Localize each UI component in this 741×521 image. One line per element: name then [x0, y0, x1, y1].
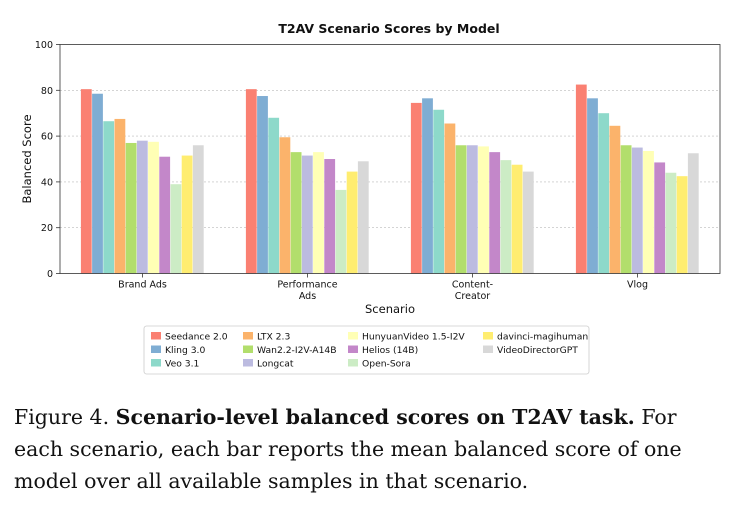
bar-veo-3-1-0	[103, 121, 115, 274]
legend-label: Kling 3.0	[165, 345, 205, 356]
x-tick-label: Ads	[299, 291, 316, 302]
legend-label: Helios (14B)	[362, 345, 418, 356]
legend: Seedance 2.0 Kling 3.0 Veo 3.1 LTX 2.3 Wan2.…	[143, 325, 590, 375]
bar-wan2-2-i2v-a14b-1	[290, 152, 302, 274]
bar-hunyuanvideo-1-5-i2v-1	[313, 152, 324, 274]
bar-open-sora-0	[170, 184, 182, 274]
legend-label: VideoDirectorGPT	[497, 345, 578, 356]
legend-swatch	[151, 332, 161, 340]
bar-helios-14b--0	[159, 156, 171, 274]
bar-helios-14b--2	[489, 152, 501, 274]
legend-label: Wan2.2-I2V-A14B	[257, 345, 337, 356]
bar-chart: T2AV Scenario Scores by Model 0 20 40 60 80 1…	[20, 21, 721, 375]
caption-text: For each scenario, each bar reports the …	[14, 405, 682, 493]
bars	[80, 84, 699, 274]
figure-caption: Figure 4. Scenario-level balanced scores…	[14, 402, 730, 497]
bar-helios-14b--3	[654, 162, 666, 274]
bar-kling-3-0-1	[257, 96, 268, 274]
y-tick-label: 100	[35, 40, 53, 51]
bar-veo-3-1-2	[433, 109, 445, 274]
bar-hunyuanvideo-1-5-i2v-3	[643, 150, 654, 274]
bar-ltx-2-3-0	[114, 118, 126, 274]
legend-label: davinci-magihuman	[497, 332, 588, 343]
bar-hunyuanvideo-1-5-i2v-2	[478, 146, 489, 274]
bar-kling-3-0-0	[92, 93, 103, 274]
legend-label: Seedance 2.0	[165, 332, 228, 343]
bar-davinci-magihuman-3	[676, 176, 688, 274]
bar-wan2-2-i2v-a14b-2	[455, 145, 467, 274]
bar-davinci-magihuman-1	[346, 171, 358, 274]
bar-videodirectorgpt-2	[522, 171, 534, 274]
legend-swatch	[243, 332, 253, 340]
bar-veo-3-1-1	[268, 117, 280, 274]
bar-seedance-2-0-1	[245, 89, 257, 274]
bar-seedance-2-0-0	[80, 89, 92, 274]
legend-label: Veo 3.1	[165, 359, 199, 370]
legend-swatch	[483, 345, 493, 353]
bar-davinci-magihuman-0	[181, 155, 193, 274]
y-tick-label: 40	[41, 177, 53, 188]
x-tick-label: Vlog	[627, 280, 648, 291]
bar-videodirectorgpt-0	[192, 145, 204, 274]
bar-longcat-1	[301, 155, 313, 274]
bar-seedance-2-0-2	[410, 102, 422, 274]
bar-kling-3-0-2	[422, 98, 433, 274]
legend-swatch	[348, 345, 358, 353]
bar-wan2-2-i2v-a14b-3	[620, 145, 632, 274]
legend-label: Longcat	[257, 359, 294, 370]
bar-wan2-2-i2v-a14b-0	[125, 142, 137, 274]
bar-davinci-magihuman-2	[511, 164, 523, 274]
legend-box	[143, 325, 590, 375]
y-tick-label: 80	[41, 86, 53, 97]
bar-longcat-2	[466, 145, 478, 274]
legend-label: HunyuanVideo 1.5-I2V	[362, 332, 465, 343]
legend-swatch	[243, 345, 253, 353]
x-tick-label: Creator	[455, 291, 491, 302]
legend-swatch	[348, 359, 358, 367]
caption-label: Figure 4.	[14, 405, 110, 429]
bar-longcat-3	[631, 147, 643, 274]
plot-frame	[59, 44, 721, 274]
legend-swatch	[151, 345, 161, 353]
y-tick-label: 20	[41, 223, 53, 234]
bar-ltx-2-3-3	[609, 125, 621, 274]
bar-ltx-2-3-1	[279, 137, 291, 274]
y-tick-label: 60	[41, 132, 53, 143]
y-axis: 0 20 40 60 80 100	[35, 40, 60, 280]
bar-open-sora-2	[500, 160, 512, 274]
bar-ltx-2-3-2	[444, 123, 456, 274]
x-tick-label: Brand Ads	[118, 280, 167, 291]
bar-seedance-2-0-3	[575, 84, 587, 274]
x-tick-label: Content-	[452, 280, 493, 291]
legend-swatch	[243, 359, 253, 367]
bar-open-sora-1	[335, 189, 347, 274]
legend-label: Open-Sora	[362, 359, 411, 370]
bar-videodirectorgpt-1	[357, 161, 369, 274]
bar-helios-14b--1	[324, 159, 336, 274]
bar-kling-3-0-3	[587, 98, 598, 274]
x-axis-label: Scenario	[365, 302, 415, 316]
bar-open-sora-3	[665, 172, 677, 274]
y-axis-label: Balanced Score	[20, 114, 34, 203]
legend-label: LTX 2.3	[257, 332, 290, 343]
y-tick-label: 0	[47, 269, 53, 280]
x-tick-label: Performance	[277, 280, 337, 291]
bar-hunyuanvideo-1-5-i2v-0	[148, 141, 159, 274]
chart-title: T2AV Scenario Scores by Model	[278, 21, 499, 36]
legend-swatch	[151, 359, 161, 367]
caption-bold: Scenario-level balanced scores on T2AV t…	[115, 405, 635, 429]
legend-swatch	[483, 332, 493, 340]
bar-veo-3-1-3	[598, 113, 610, 274]
bar-longcat-0	[136, 140, 148, 274]
bar-videodirectorgpt-3	[687, 153, 699, 274]
legend-swatch	[348, 332, 358, 340]
